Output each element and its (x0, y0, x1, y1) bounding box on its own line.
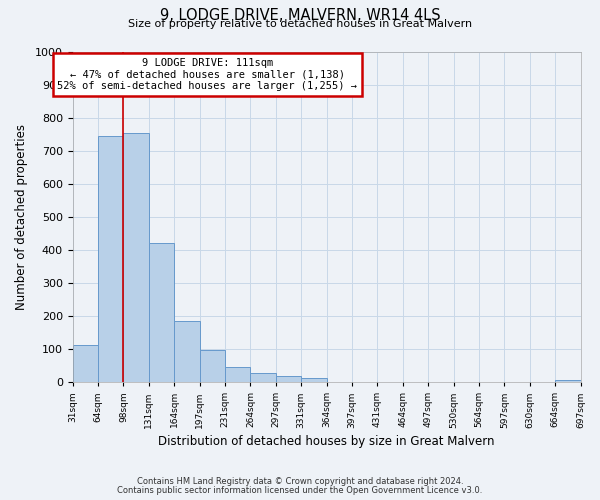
X-axis label: Distribution of detached houses by size in Great Malvern: Distribution of detached houses by size … (158, 434, 495, 448)
Bar (250, 373, 276, 382)
Text: Size of property relative to detached houses in Great Malvern: Size of property relative to detached ho… (128, 19, 472, 29)
Bar (98, 136, 124, 382)
Bar (276, 376, 301, 382)
Bar (225, 366, 250, 382)
Text: Contains public sector information licensed under the Open Government Licence v3: Contains public sector information licen… (118, 486, 482, 495)
Text: 9, LODGE DRIVE, MALVERN, WR14 4LS: 9, LODGE DRIVE, MALVERN, WR14 4LS (160, 8, 440, 23)
Y-axis label: Number of detached properties: Number of detached properties (15, 124, 28, 310)
Bar (73, 345, 98, 382)
Text: Contains HM Land Registry data © Crown copyright and database right 2024.: Contains HM Land Registry data © Crown c… (137, 477, 463, 486)
Bar (149, 244, 174, 382)
Bar (124, 132, 149, 382)
Bar (200, 350, 225, 382)
Bar (555, 380, 581, 382)
Bar (301, 378, 326, 382)
Bar (174, 321, 200, 382)
Text: 9 LODGE DRIVE: 111sqm
← 47% of detached houses are smaller (1,138)
52% of semi-d: 9 LODGE DRIVE: 111sqm ← 47% of detached … (57, 58, 357, 92)
